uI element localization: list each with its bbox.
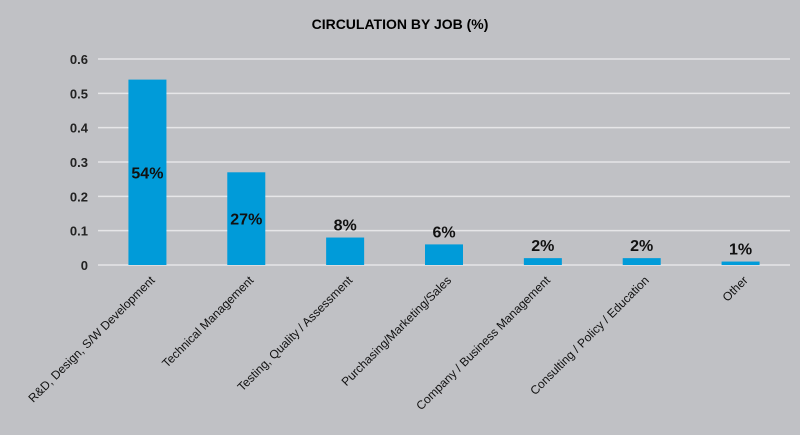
y-tick-label: 0 xyxy=(81,258,88,273)
x-tick-label: Purchasing/Marketing/Sales xyxy=(339,273,455,389)
bar xyxy=(523,258,562,265)
bar xyxy=(425,244,463,265)
y-tick-label: 0.2 xyxy=(70,189,88,204)
data-label: 8% xyxy=(334,218,357,235)
y-tick-label: 0.1 xyxy=(70,224,88,239)
data-label: 2% xyxy=(531,238,554,255)
data-label: 1% xyxy=(729,242,752,259)
data-label: 6% xyxy=(432,224,455,241)
bar xyxy=(622,258,661,265)
y-tick-label: 0.4 xyxy=(70,121,89,136)
data-label: 27% xyxy=(230,212,262,229)
chart-title: CIRCULATION BY JOB (%) xyxy=(312,16,489,32)
x-tick-label: R&D, Design, S/W Development xyxy=(26,273,159,406)
bar xyxy=(721,261,760,265)
y-tick-label: 0.5 xyxy=(70,86,88,101)
x-tick-label: Technical Management xyxy=(159,273,257,371)
data-label: 54% xyxy=(131,165,163,182)
y-tick-label: 0.3 xyxy=(70,155,88,170)
x-tick-label: Testing, Quality / Assessment xyxy=(235,273,356,394)
x-tick-label: Consulting / Policy / Education xyxy=(527,273,652,398)
bar xyxy=(326,237,365,265)
data-label: 2% xyxy=(630,238,653,255)
bar xyxy=(227,172,266,265)
bar xyxy=(128,79,167,265)
x-tick-label: Other xyxy=(720,273,751,304)
y-tick-label: 0.6 xyxy=(70,52,88,67)
